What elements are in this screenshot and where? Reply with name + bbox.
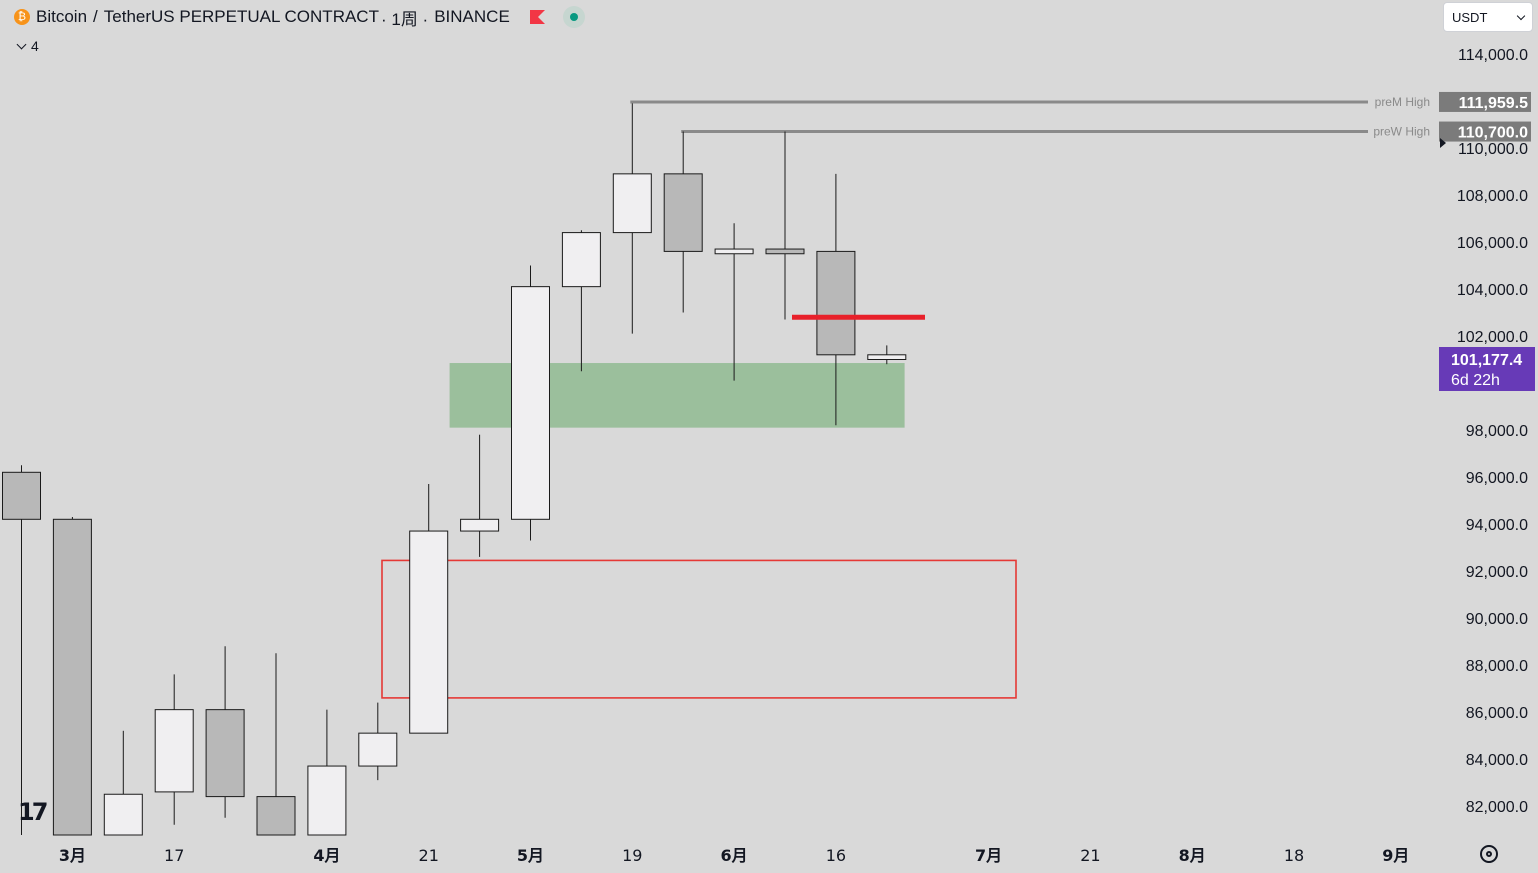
candle-body (765, 248, 805, 255)
x-tick-label: 21 (1080, 846, 1100, 865)
currency-value: USDT (1452, 9, 1488, 25)
chevron-down-icon (1516, 11, 1526, 20)
level-price-label: 110,700.0 (1458, 125, 1528, 142)
y-tick-label: 86,000.0 (1466, 705, 1528, 722)
market-status-icon[interactable] (562, 6, 585, 28)
y-tick-label: 84,000.0 (1466, 752, 1528, 769)
candle-body (205, 709, 245, 798)
y-tick-label: 106,000.0 (1457, 235, 1528, 252)
level-label: preW High (1373, 125, 1430, 139)
y-tick-label: 94,000.0 (1466, 517, 1528, 534)
target-zone-outline (381, 559, 1017, 699)
tradingview-logo-icon[interactable]: 17 (18, 798, 48, 826)
x-tick-label: 9月 (1382, 846, 1409, 865)
y-tick-label: 102,000.0 (1457, 329, 1528, 346)
candle-body (561, 232, 601, 288)
x-tick-label: 3月 (59, 846, 86, 865)
candle-body (2, 471, 41, 520)
candle-body (511, 286, 550, 520)
x-tick-label: 5月 (517, 846, 544, 865)
x-tick-label: 8月 (1179, 846, 1206, 865)
x-tick-label: 7月 (975, 846, 1002, 865)
y-tick-label: 110,000.0 (1458, 141, 1528, 158)
last-price-value: 101,177.4 (1451, 352, 1522, 369)
x-tick-label: 6月 (721, 846, 748, 865)
settings-icon[interactable] (1480, 845, 1498, 863)
candle-body (154, 709, 194, 793)
y-tick-label: 98,000.0 (1466, 423, 1528, 440)
candle-body (714, 248, 754, 255)
y-tick-label: 92,000.0 (1466, 564, 1528, 581)
exchange-label: BINANCE (434, 7, 510, 26)
level-price-label: 111,959.5 (1459, 95, 1529, 112)
bitcoin-icon (14, 9, 30, 25)
symbol-base: Bitcoin (36, 7, 88, 26)
candle-body (867, 354, 907, 360)
x-tick-label: 21 (419, 846, 439, 865)
candle-body (307, 765, 347, 836)
y-tick-label: 114,000.0 (1458, 47, 1528, 64)
symbol-separator: / (93, 7, 98, 26)
x-tick-label: 16 (826, 846, 846, 865)
x-tick-label: 4月 (313, 846, 340, 865)
level-marker-icon (1440, 138, 1446, 148)
y-tick-label: 108,000.0 (1457, 188, 1528, 205)
x-tick-label: 18 (1284, 846, 1304, 865)
y-tick-label: 96,000.0 (1466, 470, 1528, 487)
y-tick-label: 82,000.0 (1466, 799, 1528, 816)
candle-body (256, 796, 296, 836)
candle-body (663, 173, 703, 252)
y-tick-label: 90,000.0 (1466, 611, 1528, 628)
currency-select[interactable]: USDT (1443, 2, 1533, 32)
last-price-tag (1439, 347, 1535, 391)
interval-label: · 1周 · (380, 9, 429, 29)
level-price-tag (1439, 121, 1531, 142)
candle-body (612, 173, 652, 234)
level-label: preM High (1375, 95, 1430, 109)
flag-icon[interactable] (529, 10, 545, 24)
chevron-down-icon (16, 39, 27, 49)
candle-body (409, 530, 449, 734)
candle-body (103, 793, 143, 836)
y-tick-label: 104,000.0 (1457, 282, 1528, 299)
bar-countdown: 6d 22h (1451, 372, 1500, 389)
candle-body (816, 250, 856, 356)
candle-body (52, 518, 92, 836)
symbol-quote: TetherUS PERPETUAL CONTRACT (103, 7, 379, 26)
symbol-header[interactable]: Bitcoin / TetherUS PERPETUAL CONTRACT · … (14, 5, 585, 29)
candle-body (460, 518, 500, 532)
x-tick-label: 17 (164, 846, 184, 865)
indicators-toggle[interactable]: 4 (16, 38, 39, 54)
x-tick-label: 19 (622, 846, 642, 865)
indicators-count: 4 (31, 38, 39, 54)
level-price-tag (1439, 91, 1531, 112)
y-tick-label: 88,000.0 (1466, 658, 1528, 675)
candle-body (358, 732, 398, 767)
